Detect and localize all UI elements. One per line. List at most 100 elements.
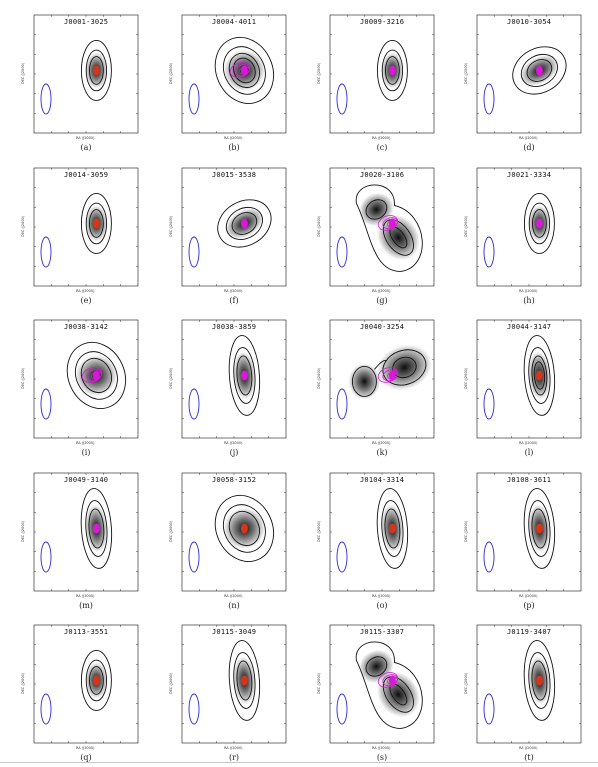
panel-caption: (m) [79, 601, 93, 610]
contour-plot [33, 472, 139, 592]
contour-level [355, 184, 423, 272]
beam-ellipse [336, 693, 348, 725]
contour-panel: J0104-3314 RA (J2000) DEC (J2000) (o) [302, 462, 442, 612]
beam-ellipse [483, 388, 495, 420]
x-axis-label: RA (J2000) [76, 594, 95, 598]
source-id-title: J0009-3216 [360, 18, 405, 26]
contour-level [222, 46, 266, 95]
source-id-title: J0040-3254 [360, 323, 405, 331]
contour-panel: J0049-3140 RA (J2000) DEC (J2000) (m) [6, 462, 146, 612]
source-id-title: J0044-3147 [507, 323, 552, 331]
beam-ellipse [40, 388, 52, 420]
contour-level [225, 206, 263, 240]
magenta-core-marker [241, 370, 248, 381]
contour-level [80, 193, 112, 254]
contour-level [231, 212, 258, 235]
x-axis-label: RA (J2000) [372, 441, 391, 445]
x-axis-label: RA (J2000) [519, 594, 538, 598]
panel-caption: (e) [80, 296, 92, 305]
y-axis-label: DEC (J2000) [21, 367, 25, 389]
contour-level [228, 52, 260, 89]
red-centroid-marker [93, 675, 100, 686]
overlay-contour [229, 62, 251, 78]
contour-level [233, 652, 256, 709]
contour-panel: J0001-3025 RA (J2000) DEC (J2000) (a) [6, 4, 146, 154]
beam-ellipse [483, 236, 495, 268]
red-centroid-marker [93, 218, 100, 229]
contour-plot [33, 167, 139, 287]
grey-emission [377, 671, 420, 718]
x-axis-label: RA (J2000) [372, 289, 391, 293]
panel-caption: (f) [229, 296, 239, 305]
contour-level [222, 504, 266, 553]
contour-plot [476, 319, 582, 439]
x-axis-label: RA (J2000) [372, 746, 391, 750]
magenta-core-marker [389, 218, 396, 229]
contour-level [66, 342, 127, 409]
panel-caption: (p) [523, 601, 535, 610]
contour-level [365, 199, 388, 220]
panel-caption: (n) [228, 601, 240, 610]
source-id-title: J0113-3551 [64, 628, 109, 636]
contour-level [528, 347, 551, 404]
x-axis-label: RA (J2000) [76, 136, 95, 140]
panel-caption: (j) [229, 448, 239, 457]
contour-panel: J0044-3147 RA (J2000) DEC (J2000) (l) [449, 309, 589, 459]
contour-plot [476, 624, 582, 744]
y-axis-label: DEC (J2000) [464, 520, 468, 542]
contour-level [228, 335, 261, 416]
beam-ellipse [188, 388, 200, 420]
contour-panel: J0115-3307 RA (J2000) DEC (J2000) (s) [302, 614, 442, 764]
panel-caption: (t) [524, 753, 534, 762]
source-id-title: J0020-3106 [360, 171, 405, 179]
contour-plot [181, 14, 287, 134]
y-axis-label: DEC (J2000) [169, 62, 173, 84]
contour-panel: J0058-3152 RA (J2000) DEC (J2000) (n) [154, 462, 294, 612]
beam-ellipse [483, 83, 495, 115]
contour-plot [181, 319, 287, 439]
contour-level [80, 650, 112, 711]
beam-ellipse [40, 693, 52, 725]
y-axis-label: DEC (J2000) [317, 520, 321, 542]
contour-level [528, 500, 551, 557]
contour-level [382, 219, 414, 256]
x-axis-label: RA (J2000) [372, 594, 391, 598]
y-axis-label: DEC (J2000) [21, 62, 25, 84]
contour-level [217, 199, 272, 248]
panel-caption: (i) [81, 448, 91, 457]
contour-level [531, 508, 548, 549]
source-id-title: J0038-3859 [212, 323, 257, 331]
contour-panel: J0010-3054 RA (J2000) DEC (J2000) (d) [449, 4, 589, 154]
contour-plot [181, 624, 287, 744]
y-axis-label: DEC (J2000) [21, 672, 25, 694]
contour-panel: J0038-3859 RA (J2000) DEC (J2000) (j) [154, 309, 294, 459]
beam-ellipse [336, 541, 348, 573]
contour-plot [181, 472, 287, 592]
contour-plot [476, 472, 582, 592]
beam-ellipse [483, 693, 495, 725]
contour-panel: J0009-3216 RA (J2000) DEC (J2000) (c) [302, 4, 442, 154]
contour-plot [476, 167, 582, 287]
contour-level [80, 40, 112, 101]
contour-level [376, 40, 408, 101]
contour-level [80, 488, 113, 569]
panel-caption: (d) [523, 143, 535, 152]
contour-level [528, 652, 551, 709]
overlay-contour [377, 215, 399, 231]
contour-level [531, 660, 548, 701]
x-axis-label: RA (J2000) [76, 441, 95, 445]
overlay-contour [377, 672, 399, 688]
x-axis-label: RA (J2000) [372, 136, 391, 140]
beam-ellipse [188, 236, 200, 268]
magenta-core-marker [536, 65, 543, 76]
red-centroid-marker [536, 370, 543, 381]
contour-plot [181, 167, 287, 287]
source-id-title: J0004-4011 [212, 18, 257, 26]
magenta-core-marker [93, 370, 100, 381]
contour-plot [33, 319, 139, 439]
y-axis-label: DEC (J2000) [317, 215, 321, 237]
contour-level [523, 335, 556, 416]
source-id-title: J0115-3049 [212, 628, 257, 636]
panel-caption: (a) [80, 143, 92, 152]
contour-level [385, 56, 400, 85]
